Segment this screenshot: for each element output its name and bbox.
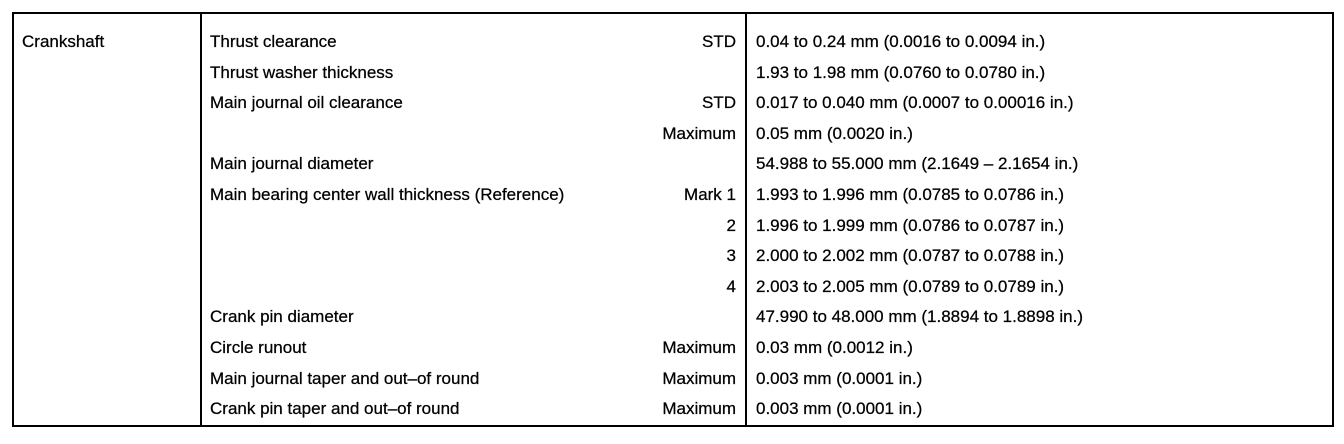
spec-label: Maximum — [662, 368, 736, 388]
spec-value: 2.003 to 2.005 mm (0.0789 to 0.0789 in.) — [756, 276, 1065, 296]
spec-value: 1.993 to 1.996 mm (0.0785 to 0.0786 in.) — [756, 185, 1065, 204]
spec-value: 2.000 to 2.002 mm (0.0787 to 0.0788 in.) — [756, 246, 1065, 266]
spec-label: 4 — [726, 276, 736, 296]
spec-value: 1.996 to 1.999 mm (0.0786 to 0.0787 in.) — [756, 215, 1065, 235]
spec-label: Mark 1 — [684, 185, 736, 204]
spec-label: Maximum — [662, 123, 736, 143]
spec-value: 0.017 to 0.040 mm (0.0007 to 0.00016 in.… — [756, 93, 1074, 113]
item-label: Main journal oil clearance — [210, 93, 403, 113]
spec-value: 0.003 mm (0.0001 in.) — [756, 368, 923, 388]
item-label: Main journal taper and out–of round — [210, 368, 480, 388]
spec-label: 2 — [726, 215, 736, 235]
item-label: Crank pin diameter — [210, 307, 354, 327]
spec-table: Crankshaft Thrust clearance STD 0.04 to 0.… — [12, 12, 1334, 427]
section-label: Crankshaft — [22, 32, 105, 51]
item-label: Circle runout — [210, 338, 307, 357]
item-label: Thrust washer thickness — [210, 62, 394, 82]
spec-label: Maximum — [662, 399, 736, 419]
item-label: Main journal diameter — [210, 154, 374, 174]
item-label: Main bearing center wall thickness (Refe… — [210, 185, 565, 204]
spec-value: 0.03 mm (0.0012 in.) — [756, 338, 913, 357]
column-divider — [200, 14, 202, 425]
spec-value: 0.05 mm (0.0020 in.) — [756, 123, 913, 143]
item-label: Crank pin taper and out–of round — [210, 399, 460, 419]
spec-label: Maximum — [662, 338, 736, 357]
spec-label: 3 — [726, 246, 736, 266]
spec-value: 0.003 mm (0.0001 in.) — [756, 399, 923, 419]
spec-label: STD — [702, 32, 736, 51]
spec-label: STD — [702, 93, 736, 113]
column-divider — [745, 14, 747, 425]
spec-value: 54.988 to 55.000 mm (2.1649 – 2.1654 in.… — [756, 154, 1079, 174]
spec-value: 1.93 to 1.98 mm (0.0760 to 0.0780 in.) — [756, 62, 1046, 82]
spec-value: 0.04 to 0.24 mm (0.0016 to 0.0094 in.) — [756, 32, 1046, 51]
spec-value: 47.990 to 48.000 mm (1.8894 to 1.8898 in… — [756, 307, 1084, 327]
item-label: Thrust clearance — [210, 32, 337, 51]
